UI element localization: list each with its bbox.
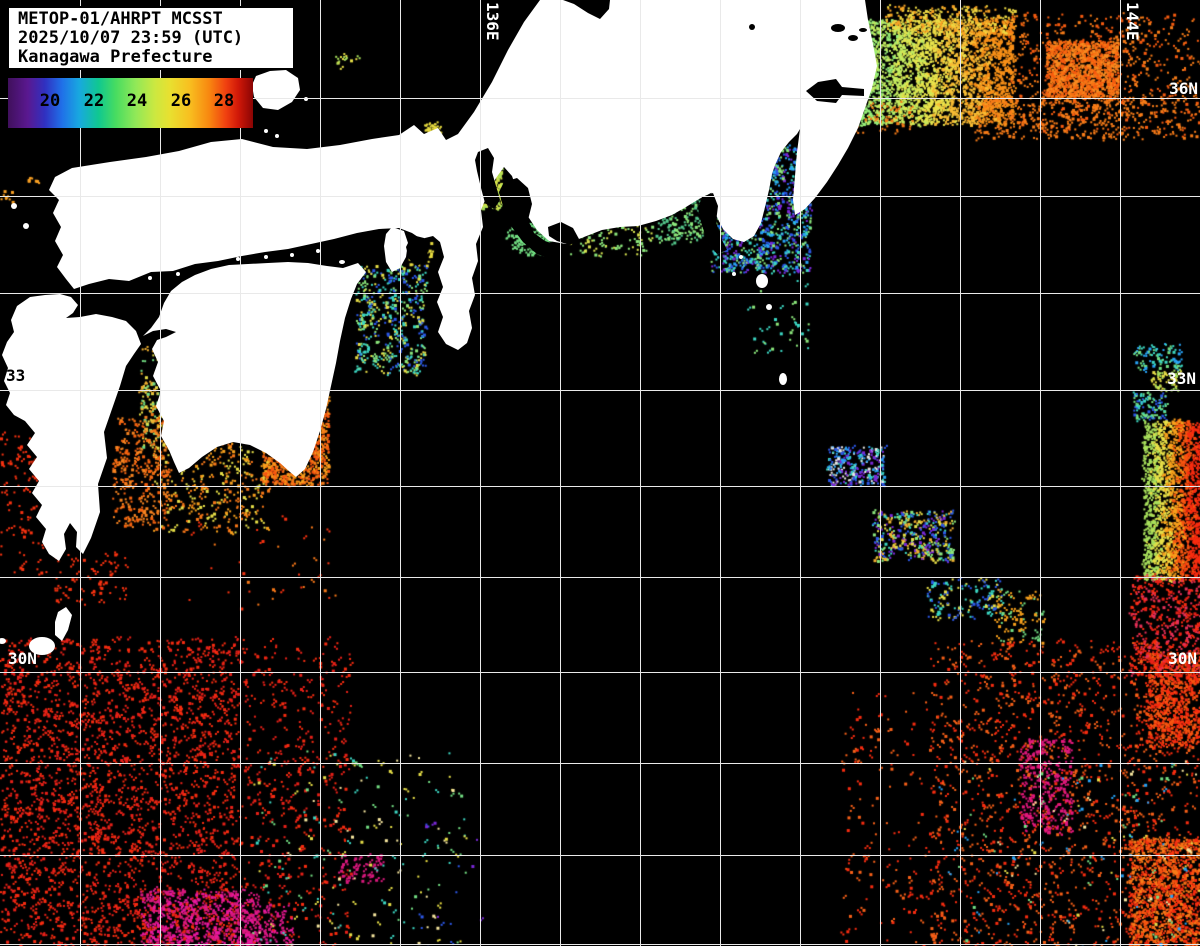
island-awaji	[384, 227, 408, 272]
island-tanegashima	[55, 607, 72, 641]
water-biwa	[475, 148, 500, 209]
title-box: METOP-01/AHRPT MCSST 2025/10/07 23:59 (U…	[7, 6, 295, 70]
water-isebay	[499, 178, 561, 259]
small-island	[236, 257, 240, 261]
latitude-gridline	[0, 577, 1200, 578]
longitude-gridline	[240, 0, 241, 946]
inland-lake	[848, 35, 858, 41]
longitude-gridline	[560, 0, 561, 946]
small-island	[264, 255, 268, 259]
water-suruga	[698, 193, 727, 254]
landmass-honshu	[49, 0, 877, 350]
latitude-gridline	[0, 763, 1200, 764]
longitude-gridline	[480, 0, 481, 946]
colorbar-tick: 24	[126, 91, 148, 111]
small-island	[29, 637, 55, 655]
grid-label: 144E	[1123, 2, 1142, 41]
inland-lake	[749, 24, 755, 30]
grid-label: 33N	[1167, 369, 1196, 388]
longitude-gridline	[640, 0, 641, 946]
longitude-gridline	[1120, 0, 1121, 946]
water-tokyobay	[806, 79, 864, 103]
colorbar-tick: 26	[170, 91, 192, 111]
landmass-shikoku	[143, 262, 366, 477]
title-line-1: METOP-01/AHRPT MCSST	[18, 9, 223, 29]
grid-label: 136E	[483, 2, 502, 41]
inland-lake	[831, 24, 845, 32]
longitude-gridline	[160, 0, 161, 946]
landmass-kyushu	[2, 294, 141, 561]
small-island	[739, 255, 743, 259]
latitude-gridline	[0, 944, 1200, 945]
small-island	[766, 304, 772, 310]
longitude-gridline	[80, 0, 81, 946]
small-island	[732, 272, 736, 276]
small-island	[148, 276, 152, 280]
water-mikawa	[548, 222, 579, 245]
color-scale: 20 22 24 26 28	[8, 78, 253, 128]
title-line-3: Kanagawa Prefecture	[18, 47, 213, 67]
small-island	[23, 223, 29, 229]
latitude-gridline	[0, 196, 1200, 197]
longitude-gridline	[880, 0, 881, 946]
latitude-gridline	[0, 672, 1200, 673]
grid-label: 30N	[8, 649, 37, 668]
small-island	[316, 249, 320, 253]
small-island	[275, 134, 279, 138]
small-island	[756, 274, 768, 288]
longitude-gridline	[800, 0, 801, 946]
latitude-gridline	[0, 98, 1200, 99]
colorbar-tick: 28	[213, 91, 235, 111]
longitude-gridline	[960, 0, 961, 946]
grid-label: 33	[6, 366, 26, 385]
grid-label: 36N	[1169, 79, 1198, 98]
island-oki	[252, 70, 300, 110]
latitude-gridline	[0, 855, 1200, 856]
colorbar-tick: 22	[83, 91, 105, 111]
inland-lake	[859, 28, 867, 32]
small-island	[339, 260, 345, 264]
longitude-gridline	[1040, 0, 1041, 946]
water-osakabay	[406, 235, 429, 266]
small-island	[264, 129, 268, 133]
small-island	[176, 272, 180, 276]
longitude-gridline	[720, 0, 721, 946]
grid-label: 30N	[1168, 649, 1197, 668]
small-island	[0, 638, 6, 644]
colorbar-tick: 20	[39, 91, 61, 111]
small-island	[779, 373, 787, 385]
title-line-2: 2025/10/07 23:59 (UTC)	[18, 28, 244, 48]
longitude-gridline	[320, 0, 321, 946]
latitude-gridline	[0, 293, 1200, 294]
latitude-gridline	[0, 486, 1200, 487]
small-island	[11, 203, 17, 209]
longitude-gridline	[400, 0, 401, 946]
small-island	[290, 253, 294, 257]
latitude-gridline	[0, 390, 1200, 391]
